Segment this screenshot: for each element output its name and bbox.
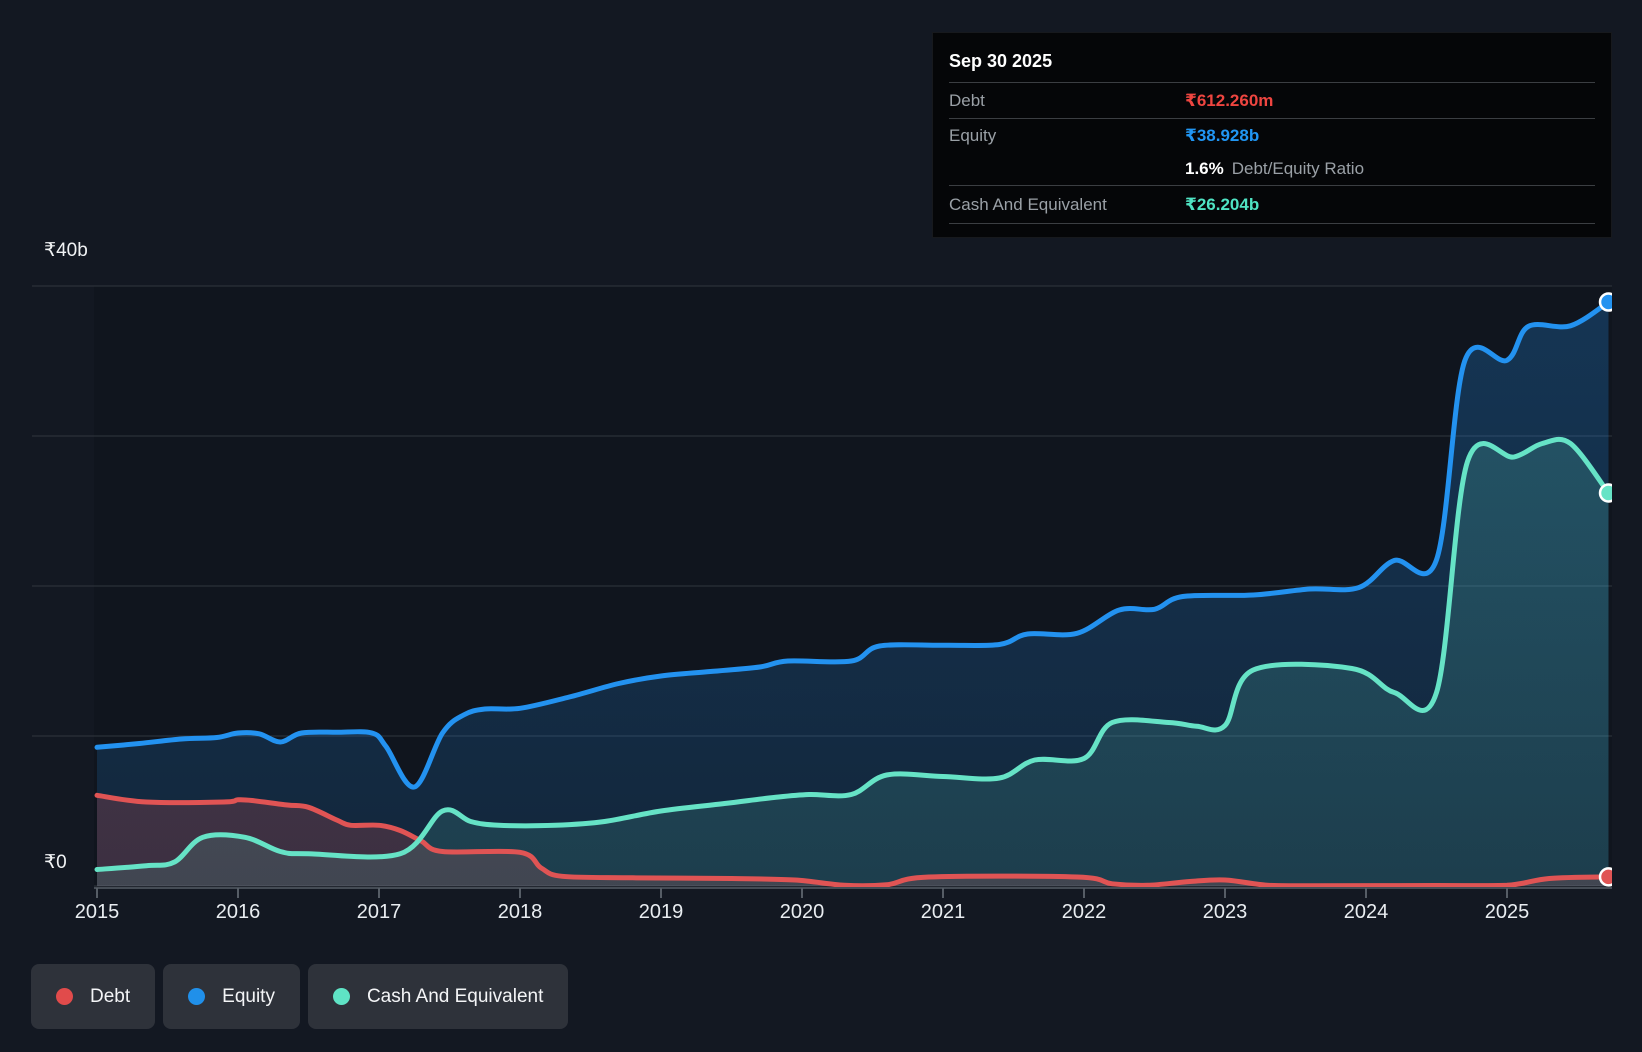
x-axis-year-label: 2021 (920, 901, 966, 923)
endpoint-dot-debt (1598, 867, 1612, 887)
legend-item-cash[interactable]: Cash And Equivalent (307, 964, 569, 1029)
x-axis-year-label: 2023 (1202, 901, 1248, 923)
equity-dot-icon (188, 988, 206, 1005)
x-axis-year-label: 2016 (215, 901, 261, 923)
line-equity (94, 299, 1611, 790)
series-fills (97, 302, 1609, 886)
tooltip-equity-label: Equity (949, 125, 997, 145)
line-debt (94, 792, 1611, 889)
x-axis-year-label: 2018 (497, 901, 543, 923)
tooltip-ratio-label: Debt/Equity Ratio (1231, 158, 1365, 178)
endpoint-markers (1598, 292, 1612, 887)
tooltip-row-ratio: 1.6% Debt/Equity Ratio (949, 152, 1595, 185)
tooltip-debt-value: ₹612.260m (1185, 90, 1274, 110)
y-axis-label-40b: ₹40b (44, 240, 88, 261)
x-axis-year-label: 2017 (356, 901, 402, 923)
chart-tooltip: Sep 30 2025 Debt ₹612.260m Equity ₹38.92… (932, 32, 1612, 238)
x-axis-year-label: 2019 (638, 901, 684, 923)
y-axis-label-0: ₹0 (44, 852, 67, 873)
x-axis-year-label: 2022 (1061, 901, 1107, 923)
legend-item-equity[interactable]: Equity (163, 964, 300, 1029)
legend-item-debt[interactable]: Debt (31, 964, 156, 1029)
tooltip-debt-label: Debt (949, 90, 985, 110)
tooltip-row-equity: Equity ₹38.928b (949, 118, 1595, 152)
line-cash-and-equivalent (94, 436, 1611, 872)
x-axis-year-label: 2025 (1484, 901, 1530, 923)
debt-dot-icon (56, 988, 73, 1005)
legend-debt-label: Debt (90, 985, 131, 1007)
x-axis-year-label: 2024 (1343, 901, 1389, 923)
endpoint-dot-equity (1598, 292, 1612, 312)
endpoint-dot-cash-and-equivalent (1598, 483, 1612, 503)
tooltip-cash-label: Cash And Equivalent (949, 194, 1107, 214)
tooltip-row-debt: Debt ₹612.260m (949, 83, 1595, 118)
area-cash-and-equivalent (97, 439, 1609, 886)
legend-cash-label: Cash And Equivalent (366, 985, 544, 1007)
x-axis-year-label: 2020 (779, 901, 825, 923)
cash-dot-icon (332, 988, 350, 1005)
chart-legend: Debt Equity Cash And Equivalent (31, 964, 569, 1029)
tooltip-cash-value: ₹26.204b (1185, 194, 1260, 214)
tooltip-date: Sep 30 2025 (949, 33, 1595, 83)
legend-equity-label: Equity (222, 985, 275, 1007)
x-axis-year-label: 2015 (74, 901, 120, 923)
tooltip-ratio-value: 1.6% (1185, 158, 1224, 178)
series-lines (94, 299, 1611, 889)
tooltip-equity-value: ₹38.928b (1185, 125, 1260, 145)
tooltip-row-cash: Cash And Equivalent ₹26.204b (949, 185, 1595, 224)
